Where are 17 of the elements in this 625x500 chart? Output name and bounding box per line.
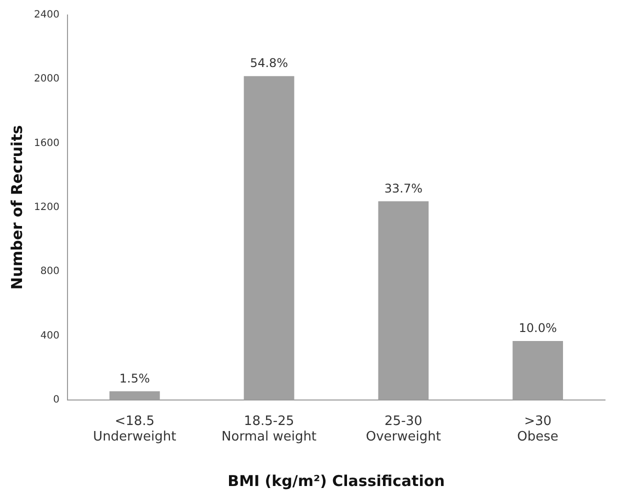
y-tick-label: 2400 bbox=[34, 10, 60, 21]
y-tick-label: 1600 bbox=[34, 138, 60, 149]
y-tick-label: 0 bbox=[53, 394, 60, 406]
x-tick-label: >30 Obese bbox=[517, 414, 558, 445]
x-axis-title: BMI (kg/m²) Classification bbox=[228, 472, 445, 490]
y-axis-title: Number of Recruits bbox=[8, 125, 26, 290]
y-tick-label: 800 bbox=[40, 266, 60, 278]
annotation: 1.5% bbox=[119, 371, 150, 386]
annotation: 54.8% bbox=[250, 56, 288, 70]
annotation: 10.0% bbox=[518, 321, 557, 336]
x-tick-label: <18.5 Underweight bbox=[93, 414, 176, 445]
y-tick-label: 2000 bbox=[34, 74, 60, 85]
annotation: 33.7% bbox=[384, 181, 422, 196]
x-tick-label: 25-30 Overweight bbox=[366, 414, 441, 445]
y-tick-label: 1200 bbox=[34, 202, 60, 213]
y-tick-label: 400 bbox=[40, 330, 60, 342]
x-tick-label: 18.5-25 Normal weight bbox=[222, 414, 317, 445]
